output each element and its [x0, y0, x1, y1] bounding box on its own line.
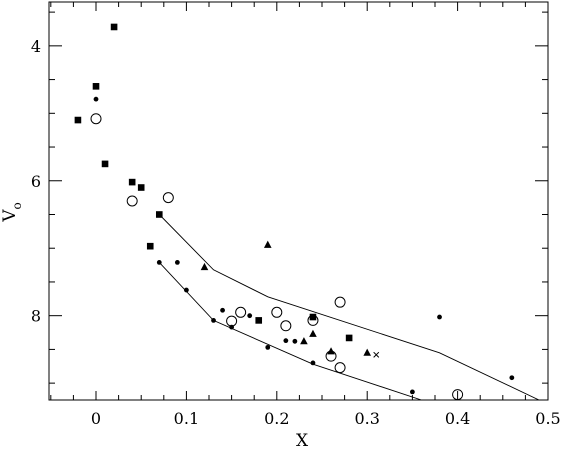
dot-point — [283, 338, 289, 344]
dot-point — [410, 389, 415, 395]
open-circle-point — [90, 113, 102, 125]
y-axis-label: Vo — [0, 202, 24, 223]
dot-point — [156, 259, 162, 265]
dot-point — [184, 287, 189, 293]
y-tick-label: 8 — [31, 307, 41, 326]
plot-frame — [48, 1, 549, 401]
dot-point — [292, 338, 298, 344]
dot-point — [93, 96, 99, 102]
dot-point — [211, 318, 216, 323]
data-points — [74, 23, 515, 401]
dot-point — [310, 360, 316, 366]
triangle-point — [309, 329, 317, 337]
triangle-point — [200, 262, 209, 271]
dot-point — [220, 307, 225, 313]
x-axis-label: X — [296, 431, 309, 451]
open-circle-point — [126, 195, 138, 207]
open-circle-point — [280, 320, 292, 332]
x-tick-label: 0 — [91, 409, 101, 428]
square-point — [309, 313, 317, 321]
axis-ticks — [49, 2, 549, 400]
y-axis-label-subscript: o — [10, 202, 24, 209]
y-tick-label: 6 — [31, 172, 41, 191]
y-axis-label-main: V — [0, 209, 20, 223]
y-tick-labels: 4 6 8 — [31, 37, 41, 326]
square-point — [101, 160, 109, 168]
open-circle-point — [334, 362, 346, 374]
open-circle-point — [307, 314, 319, 326]
square-point — [92, 83, 100, 90]
dot-point — [229, 324, 235, 330]
x-tick-label: 0.3 — [354, 409, 379, 428]
x-tick-label: 0.5 — [535, 409, 560, 428]
triangle-point — [263, 240, 272, 248]
square-point — [155, 211, 163, 218]
dot-point — [509, 375, 515, 381]
square-point — [255, 317, 263, 324]
x-tick-label: 0.2 — [264, 409, 289, 428]
dot-point — [265, 344, 271, 350]
open-circle-point — [226, 315, 238, 327]
triangle-point — [363, 348, 372, 356]
dot-point — [247, 313, 253, 319]
square-point — [128, 178, 136, 186]
open-circle-point — [235, 306, 247, 318]
fit-line — [158, 214, 540, 400]
square-point — [146, 242, 154, 250]
open-circle-point — [271, 306, 283, 318]
square-point — [137, 184, 145, 191]
triangle-point — [300, 337, 308, 345]
cross-point — [373, 351, 380, 358]
fit-line — [158, 262, 422, 400]
y-tick-label: 4 — [31, 37, 41, 56]
x-tick-label: 0.1 — [174, 409, 199, 428]
fit-lines — [158, 214, 540, 400]
square-point — [345, 334, 353, 342]
triangle-point — [327, 347, 335, 355]
square-point — [110, 23, 118, 31]
square-point — [74, 116, 82, 124]
x-tick-labels: 0 0.1 0.2 0.3 0.4 0.5 — [91, 409, 561, 428]
open-circle-point — [334, 296, 346, 308]
dot-point — [174, 259, 180, 265]
open-circle-point — [162, 192, 174, 204]
dot-point — [437, 314, 442, 320]
x-tick-label: 0.4 — [445, 409, 470, 428]
